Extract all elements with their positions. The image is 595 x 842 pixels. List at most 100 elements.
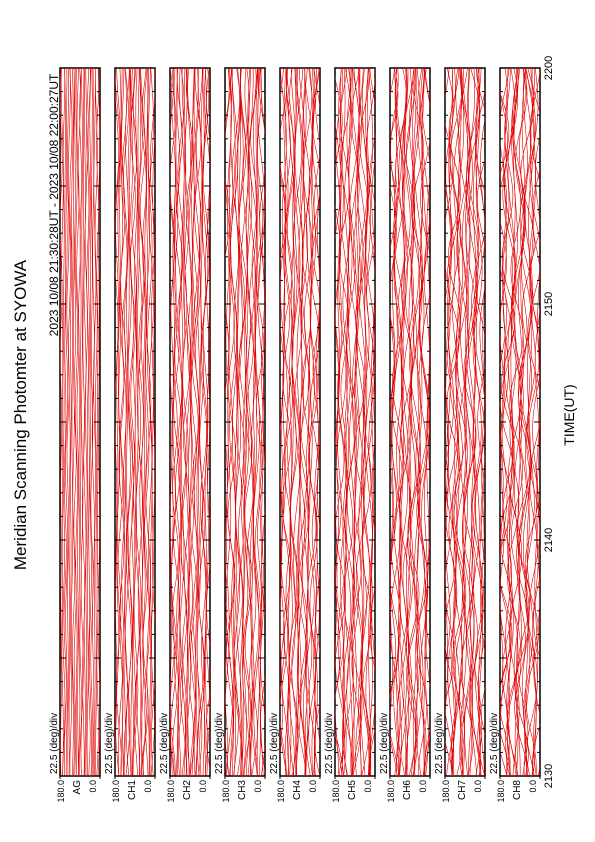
panel-scale: 22.5 (deg)/div: [379, 713, 390, 774]
trace: [71, 68, 74, 776]
trace: [245, 68, 254, 776]
trace: [184, 68, 191, 776]
trace: [350, 68, 361, 776]
y-tick-label: 180.0: [331, 780, 341, 803]
trace: [518, 68, 532, 776]
trace: [291, 68, 301, 776]
panel-name: AG: [72, 780, 83, 795]
trace: [237, 68, 246, 776]
trace: [123, 68, 129, 776]
x-tick-label: 2150: [543, 292, 555, 316]
y-tick-label: 180.0: [441, 780, 451, 803]
panel-scale: 22.5 (deg)/div: [269, 713, 280, 774]
panel: 0.0 180.0 CH8 22.5 (deg)/div: [489, 67, 541, 803]
trace: [399, 68, 411, 776]
panel-scale: 22.5 (deg)/div: [159, 713, 170, 774]
trace: [124, 68, 131, 776]
trace: [398, 68, 410, 776]
trace: [527, 68, 540, 776]
x-tick-label: 2140: [543, 528, 555, 552]
panel: 0.0 180.0 CH5 22.5 (deg)/div: [324, 67, 376, 803]
x-tick-label: 2130: [543, 764, 555, 788]
trace: [185, 68, 193, 776]
trace: [297, 68, 307, 776]
panel-name: CH2: [182, 780, 193, 800]
panel-name: CH6: [402, 780, 413, 800]
y-tick-label: 180.0: [221, 780, 231, 803]
chart-subtitle: 2023 10/08 21:30:28UT - 2023 10/08 22:00…: [47, 73, 61, 336]
trace: [248, 68, 257, 776]
trace: [505, 68, 519, 776]
y-tick-label: 180.0: [386, 780, 396, 803]
trace: [349, 68, 360, 776]
trace: [344, 68, 355, 776]
trace: [452, 68, 466, 776]
trace: [449, 68, 463, 776]
trace: [73, 68, 77, 776]
panel-name: CH1: [127, 780, 138, 800]
panel-name: CH5: [347, 780, 358, 800]
trace: [139, 68, 146, 776]
trace: [508, 68, 522, 776]
trace: [180, 68, 188, 776]
panel-name: CH4: [292, 780, 303, 800]
trace: [406, 68, 418, 776]
y-tick-label: 0.0: [143, 780, 153, 793]
trace: [66, 68, 70, 776]
trace: [290, 68, 300, 776]
y-tick-label: 180.0: [496, 780, 506, 803]
y-tick-label: 180.0: [56, 780, 66, 803]
x-tick-label: 2200: [543, 56, 555, 80]
x-axis-label: TIME(UT): [561, 384, 577, 445]
y-tick-label: 0.0: [363, 780, 373, 793]
trace: [340, 68, 352, 776]
trace: [83, 68, 87, 776]
y-tick-label: 180.0: [276, 780, 286, 803]
y-tick-label: 0.0: [473, 780, 483, 793]
trace: [469, 68, 482, 776]
trace: [396, 68, 408, 776]
trace: [65, 68, 69, 776]
trace: [177, 68, 185, 776]
trace: [84, 68, 88, 776]
trace: [519, 68, 534, 776]
panel-scale: 22.5 (deg)/div: [214, 713, 225, 774]
trace: [293, 68, 303, 776]
panel-name: CH3: [237, 780, 248, 800]
trace: [236, 68, 245, 776]
panel: 0.0 180.0 CH4 22.5 (deg)/div: [269, 67, 321, 803]
trace: [69, 68, 73, 776]
panel: 0.0 180.0 CH2 22.5 (deg)/div: [159, 67, 211, 803]
trace: [90, 68, 94, 776]
y-tick-label: 0.0: [198, 780, 208, 793]
trace: [181, 68, 189, 776]
chart-title: Meridian Scanning Photomter at SYOWA: [11, 259, 30, 570]
trace: [72, 68, 76, 776]
panel-scale: 22.5 (deg)/div: [104, 713, 115, 774]
panel: 0.0 180.0 CH1 22.5 (deg)/div: [104, 67, 156, 803]
y-tick-label: 0.0: [418, 780, 428, 793]
trace: [466, 68, 479, 776]
trace: [407, 68, 420, 776]
trace: [342, 68, 353, 776]
panel-scale: 22.5 (deg)/div: [49, 713, 60, 774]
trace: [183, 68, 190, 776]
y-tick-label: 0.0: [253, 780, 263, 793]
trace: [144, 68, 150, 776]
trace: [251, 68, 260, 776]
panel-scale: 22.5 (deg)/div: [324, 713, 335, 774]
trace: [86, 68, 90, 776]
trace: [361, 68, 373, 776]
trace: [500, 68, 515, 776]
panel: 0.0 180.0 CH6 22.5 (deg)/div: [379, 67, 431, 803]
trace: [304, 68, 314, 776]
trace: [509, 68, 524, 776]
panel-name: CH7: [457, 780, 468, 800]
trace: [135, 68, 142, 776]
trace: [294, 68, 304, 776]
trace: [289, 68, 299, 776]
trace: [284, 68, 294, 776]
y-tick-label: 0.0: [308, 780, 318, 793]
trace: [465, 68, 478, 776]
